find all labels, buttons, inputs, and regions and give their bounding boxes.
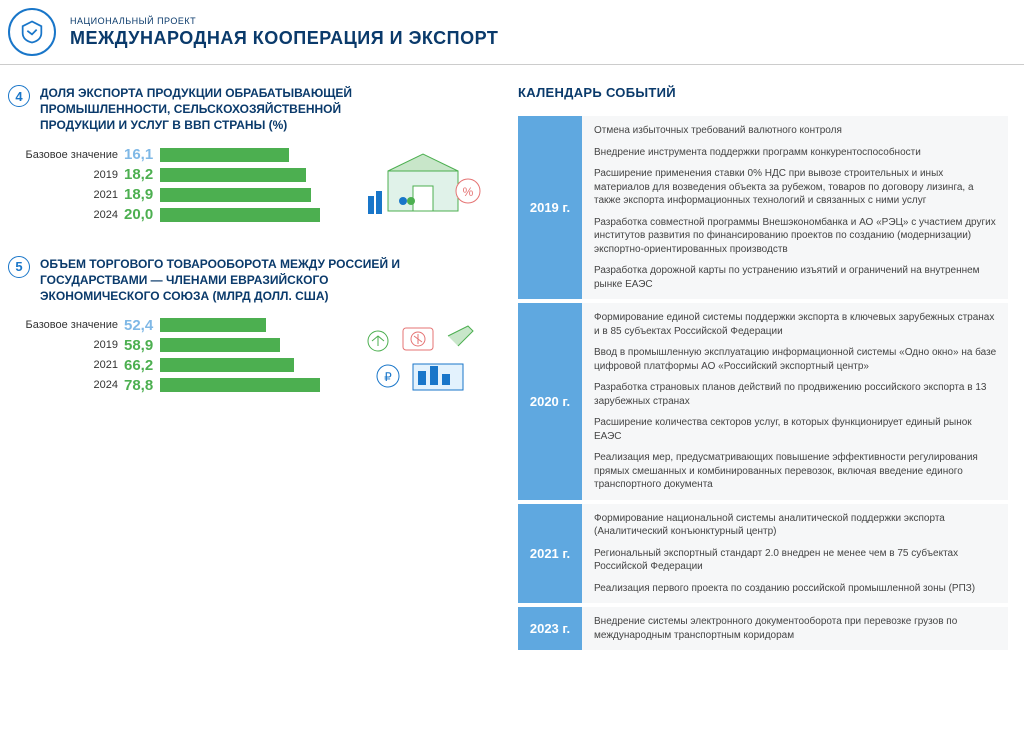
bar-value: 18,9: [124, 186, 160, 203]
svg-text:%: %: [463, 185, 474, 199]
bar-fill: [160, 378, 320, 392]
header-title: МЕЖДУНАРОДНАЯ КООПЕРАЦИЯ И ЭКСПОРТ: [70, 28, 498, 49]
calendar-year-label: 2023 г.: [518, 607, 582, 650]
bar-value: 20,0: [124, 206, 160, 223]
calendar-column: КАЛЕНДАРЬ СОБЫТИЙ 2019 г. Отмена избыточ…: [518, 85, 1008, 654]
calendar-item: Разработка дорожной карты по устранению …: [594, 264, 998, 291]
logo-icon: [8, 8, 56, 56]
bar-row: 2024 78,8: [8, 376, 348, 394]
bar-value: 78,8: [124, 377, 160, 394]
indicator-block: 5 ОБЪЕМ ТОРГОВОГО ТОВАРООБОРОТА МЕЖДУ РО…: [8, 256, 488, 397]
calendar-year-row: 2021 г. Формирование национальной систем…: [518, 504, 1008, 604]
indicator-number: 4: [8, 85, 30, 107]
calendar-year-row: 2020 г. Формирование единой системы подд…: [518, 303, 1008, 500]
calendar-item: Реализация первого проекта по созданию р…: [594, 582, 998, 596]
bar-fill: [160, 338, 280, 352]
calendar-item: Отмена избыточных требований валютного к…: [594, 124, 998, 138]
svg-text:₽: ₽: [384, 370, 392, 384]
calendar-year-row: 2019 г. Отмена избыточных требований вал…: [518, 116, 1008, 299]
page-header: НАЦИОНАЛЬНЫЙ ПРОЕКТ МЕЖДУНАРОДНАЯ КООПЕР…: [0, 0, 1024, 65]
header-subtitle: НАЦИОНАЛЬНЫЙ ПРОЕКТ: [70, 16, 498, 26]
trade-icon: ₽: [358, 316, 488, 396]
bar-label: 2024: [8, 379, 124, 391]
calendar-item: Разработка совместной программы Внешэкон…: [594, 216, 998, 257]
bar-fill: [160, 358, 294, 372]
calendar-year-label: 2020 г.: [518, 303, 582, 500]
calendar-item: Разработка страновых планов действий по …: [594, 381, 998, 408]
bar-row: 2019 58,9: [8, 336, 348, 354]
bar-fill: [160, 208, 320, 222]
bar-value: 58,9: [124, 337, 160, 354]
calendar-year-label: 2021 г.: [518, 504, 582, 604]
bar-label: Базовое значение: [8, 319, 124, 331]
bar-label: 2024: [8, 209, 124, 221]
bar-value: 52,4: [124, 317, 160, 334]
calendar-item: Формирование единой системы поддержки эк…: [594, 311, 998, 338]
bar-row: 2021 18,9: [8, 186, 348, 204]
calendar-item: Внедрение системы электронного документо…: [594, 615, 998, 642]
calendar-item: Формирование национальной системы аналит…: [594, 512, 998, 539]
bar-label: Базовое значение: [8, 149, 124, 161]
bar-row: 2024 20,0: [8, 206, 348, 224]
calendar-title: КАЛЕНДАРЬ СОБЫТИЙ: [518, 85, 1008, 100]
bar-label: 2021: [8, 359, 124, 371]
calendar-item: Ввод в промышленную эксплуатацию информа…: [594, 346, 998, 373]
bar-fill: [160, 168, 306, 182]
calendar-item: Внедрение инструмента поддержки программ…: [594, 146, 998, 160]
calendar-item: Реализация мер, предусматривающих повыше…: [594, 451, 998, 492]
bar-fill: [160, 188, 311, 202]
indicator-title: ОБЪЕМ ТОРГОВОГО ТОВАРООБОРОТА МЕЖДУ РОСС…: [40, 256, 410, 305]
factory-icon: %: [358, 146, 488, 226]
bar-fill: [160, 148, 289, 162]
bar-label: 2019: [8, 169, 124, 181]
calendar-item: Расширение применения ставки 0% НДС при …: [594, 167, 998, 208]
calendar-year-row: 2023 г. Внедрение системы электронного д…: [518, 607, 1008, 650]
bar-value: 18,2: [124, 166, 160, 183]
bar-label: 2021: [8, 189, 124, 201]
bar-value: 16,1: [124, 146, 160, 163]
bar-row: Базовое значение 16,1: [8, 146, 348, 164]
bar-row: 2021 66,2: [8, 356, 348, 374]
calendar-item: Региональный экспортный стандарт 2.0 вне…: [594, 547, 998, 574]
indicator-title: ДОЛЯ ЭКСПОРТА ПРОДУКЦИИ ОБРАБАТЫВАЮЩЕЙ П…: [40, 85, 410, 134]
calendar-item: Расширение количества секторов услуг, в …: [594, 416, 998, 443]
indicator-number: 5: [8, 256, 30, 278]
bar-fill: [160, 318, 266, 332]
bar-label: 2019: [8, 339, 124, 351]
indicator-block: 4 ДОЛЯ ЭКСПОРТА ПРОДУКЦИИ ОБРАБАТЫВАЮЩЕЙ…: [8, 85, 488, 226]
indicators-column: 4 ДОЛЯ ЭКСПОРТА ПРОДУКЦИИ ОБРАБАТЫВАЮЩЕЙ…: [8, 85, 488, 654]
bar-row: 2019 18,2: [8, 166, 348, 184]
calendar-year-label: 2019 г.: [518, 116, 582, 299]
bar-row: Базовое значение 52,4: [8, 316, 348, 334]
bar-value: 66,2: [124, 357, 160, 374]
